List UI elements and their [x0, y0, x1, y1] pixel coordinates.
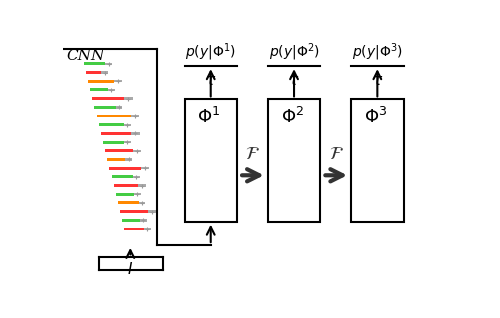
Bar [88, 80, 115, 83]
Bar [86, 71, 102, 74]
Bar [133, 176, 140, 178]
Bar [105, 63, 112, 65]
Bar [116, 106, 122, 108]
Text: $\mathcal{F}$: $\mathcal{F}$ [246, 145, 260, 163]
Bar [108, 89, 114, 91]
Text: $p(y|\Phi^1)$: $p(y|\Phi^1)$ [185, 42, 236, 63]
Bar [114, 80, 122, 82]
Bar [101, 132, 131, 135]
Bar [138, 184, 146, 187]
Bar [124, 123, 130, 126]
Bar [90, 88, 108, 91]
Text: $I$: $I$ [128, 261, 134, 277]
Bar [108, 158, 125, 161]
Bar [351, 99, 404, 222]
Text: $\tau$: $\tau$ [372, 74, 383, 88]
Bar [92, 97, 124, 100]
Bar [110, 167, 141, 169]
Bar [141, 167, 149, 169]
Text: $\Phi^1$: $\Phi^1$ [198, 107, 220, 127]
Bar [140, 219, 147, 222]
Text: $\Phi^2$: $\Phi^2$ [280, 107, 304, 127]
Text: $\tau$: $\tau$ [288, 74, 300, 88]
Bar [134, 193, 140, 196]
Bar [122, 219, 140, 222]
Bar [102, 71, 107, 74]
Text: CNN: CNN [66, 49, 105, 63]
Bar [131, 132, 140, 135]
Bar [124, 228, 144, 231]
Bar [96, 114, 132, 117]
Text: $\mathcal{F}$: $\mathcal{F}$ [328, 145, 344, 163]
Text: $p(y|\Phi^3)$: $p(y|\Phi^3)$ [352, 42, 403, 63]
Bar [144, 228, 150, 230]
Bar [118, 202, 139, 204]
Text: $\Phi^3$: $\Phi^3$ [364, 107, 388, 127]
Bar [125, 158, 132, 161]
Bar [132, 115, 139, 117]
Bar [124, 97, 132, 100]
Bar [103, 141, 124, 143]
Bar [148, 211, 156, 213]
Bar [134, 150, 141, 152]
Bar [120, 210, 148, 213]
Bar [98, 123, 124, 126]
Text: $p(y|\Phi^2)$: $p(y|\Phi^2)$ [268, 42, 320, 63]
Text: $\tau$: $\tau$ [205, 74, 216, 88]
Bar [105, 149, 134, 152]
Bar [94, 106, 116, 109]
Bar [84, 62, 105, 65]
Bar [114, 184, 138, 187]
Bar [184, 99, 237, 222]
Bar [139, 202, 145, 204]
Bar [268, 99, 320, 222]
Bar [112, 176, 133, 178]
Bar [116, 193, 134, 196]
Bar [124, 141, 130, 143]
